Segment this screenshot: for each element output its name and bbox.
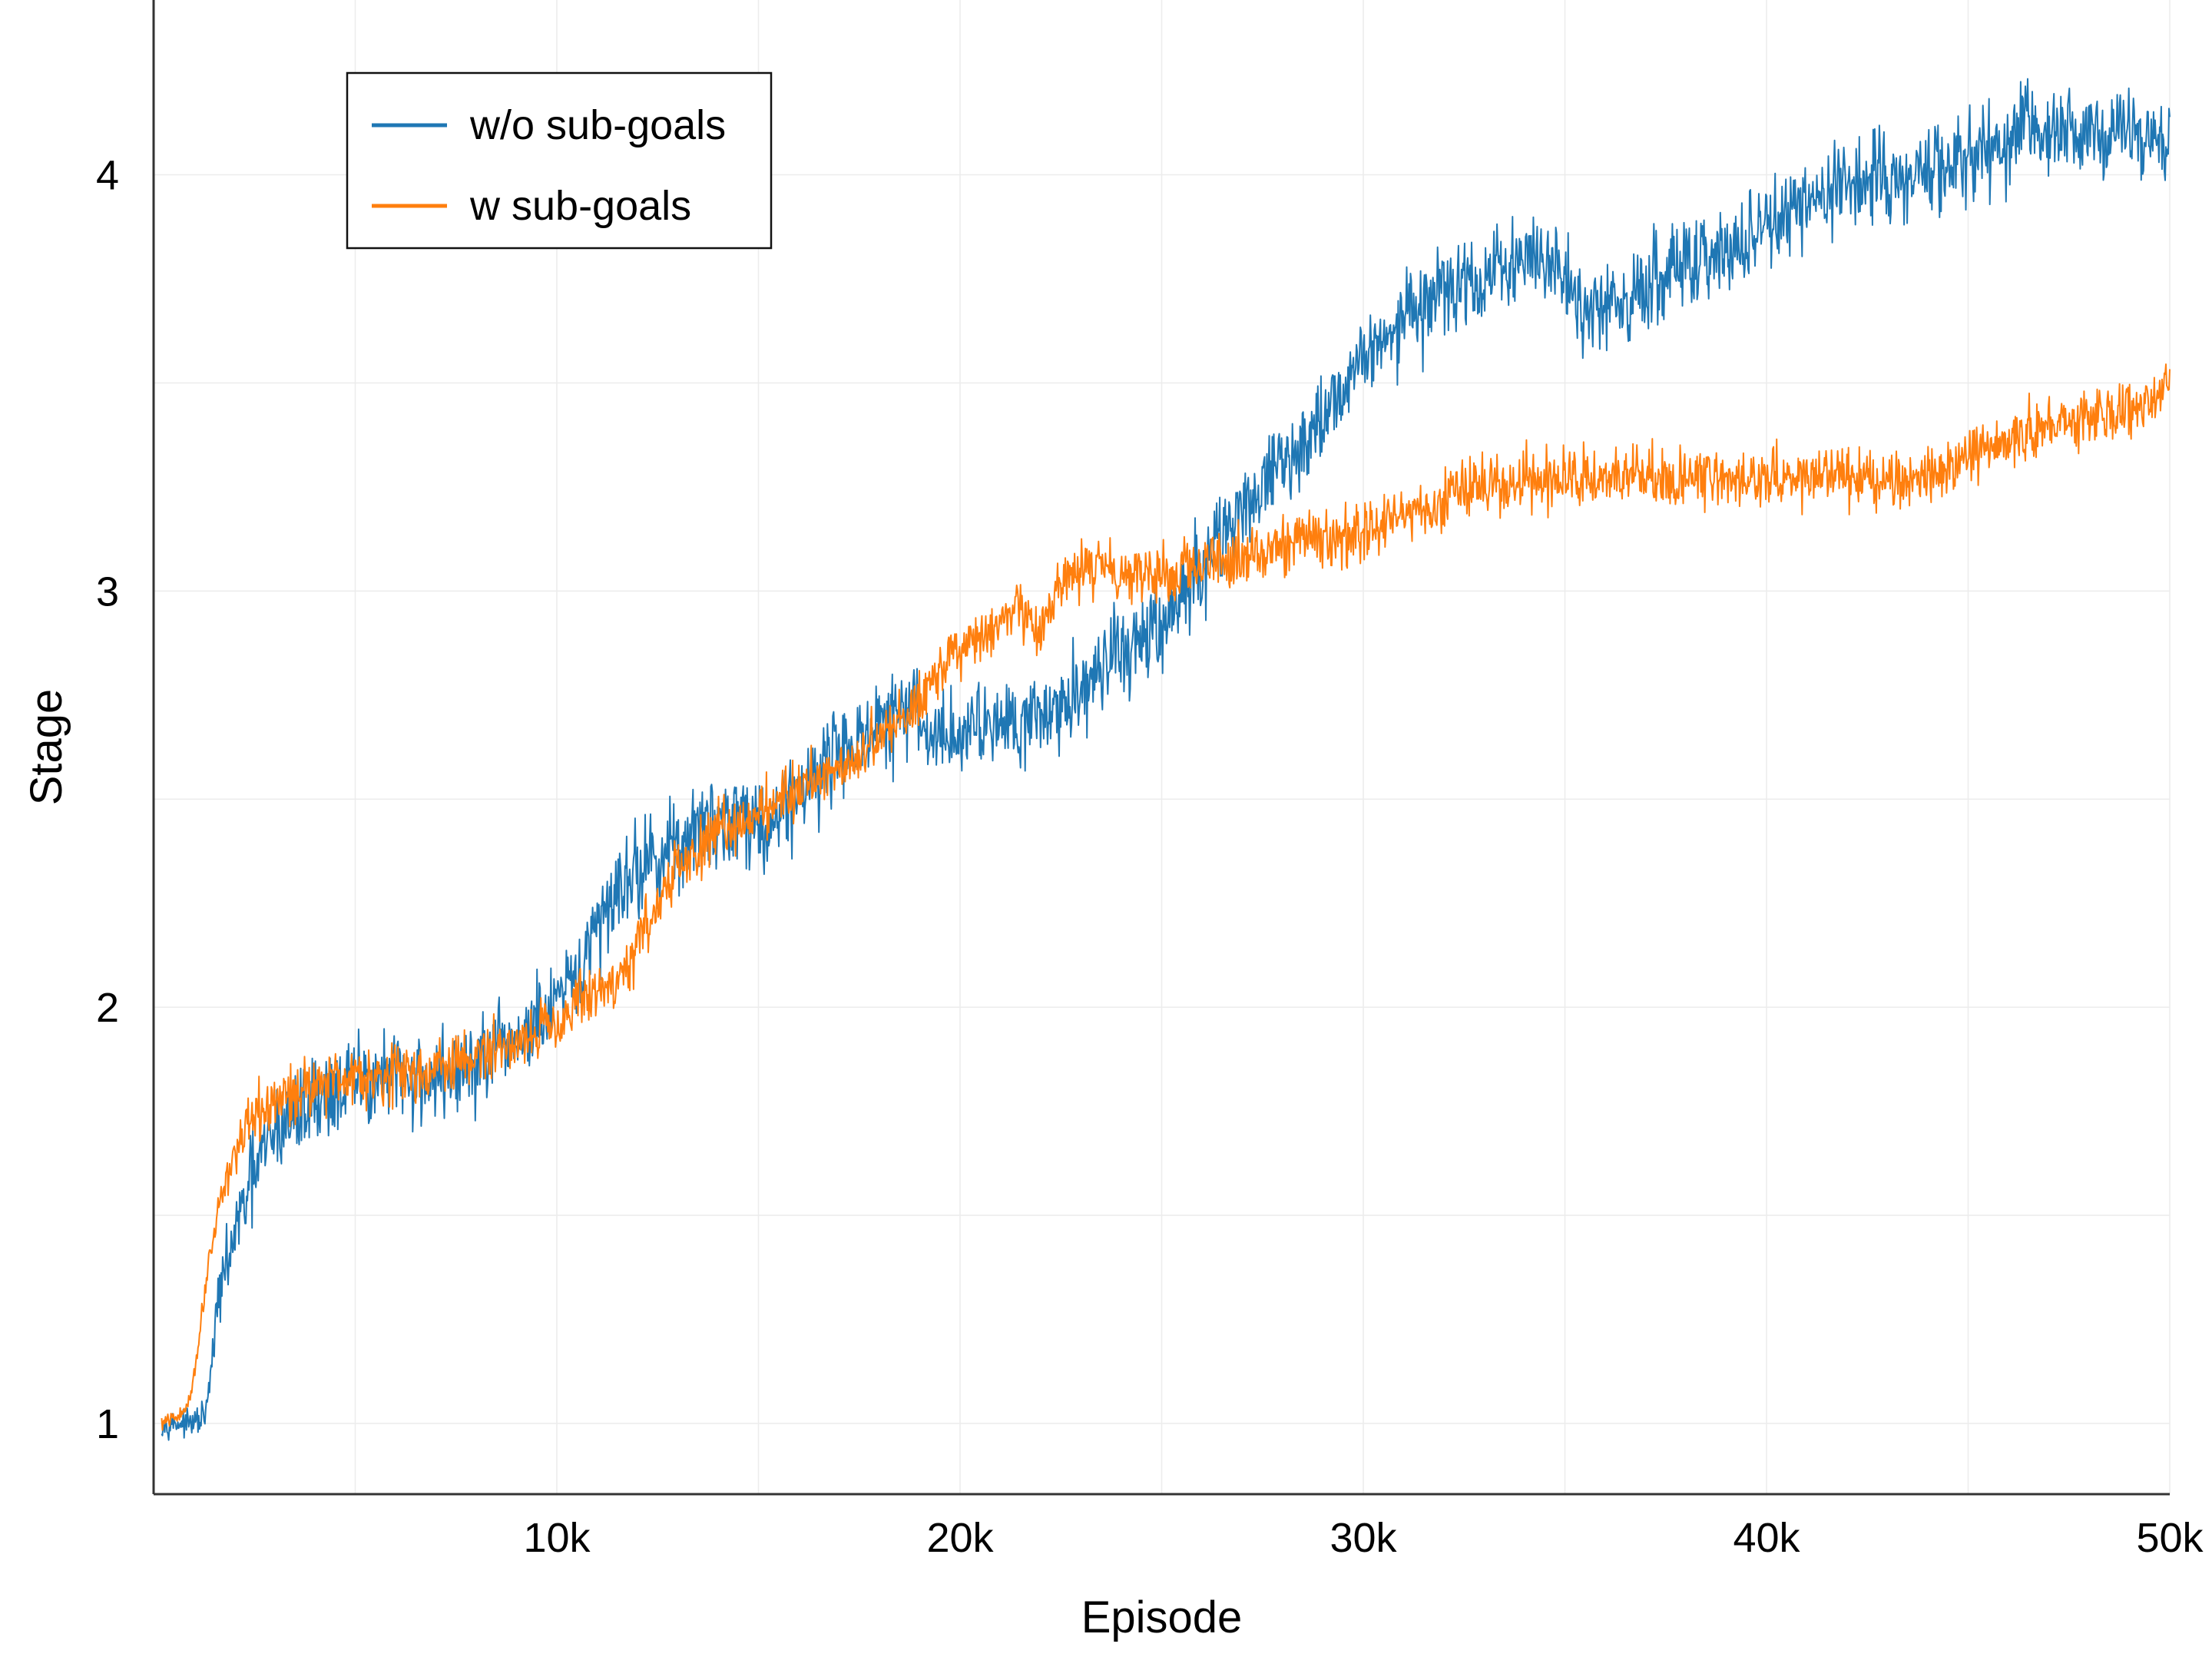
x-tick-label: 20k bbox=[926, 1515, 994, 1561]
y-axis-title: Stage bbox=[22, 689, 71, 806]
legend-label-wo-sub-goals: w/o sub-goals bbox=[469, 102, 726, 148]
y-tick-label: 4 bbox=[96, 153, 119, 199]
y-tick-label: 2 bbox=[96, 985, 119, 1031]
x-tick-label: 30k bbox=[1330, 1515, 1397, 1561]
legend-label-w-sub-goals: w sub-goals bbox=[469, 183, 691, 229]
legend: w/o sub-goals w sub-goals bbox=[346, 71, 773, 250]
y-axis-ticks: 1 2 3 4 bbox=[96, 153, 119, 1447]
legend-box bbox=[346, 71, 773, 250]
x-axis-title: Episode bbox=[1081, 1592, 1243, 1642]
y-tick-label: 3 bbox=[96, 568, 119, 615]
x-tick-label: 10k bbox=[523, 1515, 591, 1561]
x-tick-label: 50k bbox=[2136, 1515, 2204, 1561]
grid bbox=[154, 0, 2171, 1494]
x-tick-label: 40k bbox=[1733, 1515, 1800, 1561]
y-tick-label: 1 bbox=[96, 1401, 119, 1447]
x-axis-ticks: 10k 20k 30k 40k 50k bbox=[523, 1515, 2204, 1561]
series-line-w-sub-goals bbox=[161, 363, 2171, 1431]
series-layer bbox=[161, 78, 2171, 1441]
